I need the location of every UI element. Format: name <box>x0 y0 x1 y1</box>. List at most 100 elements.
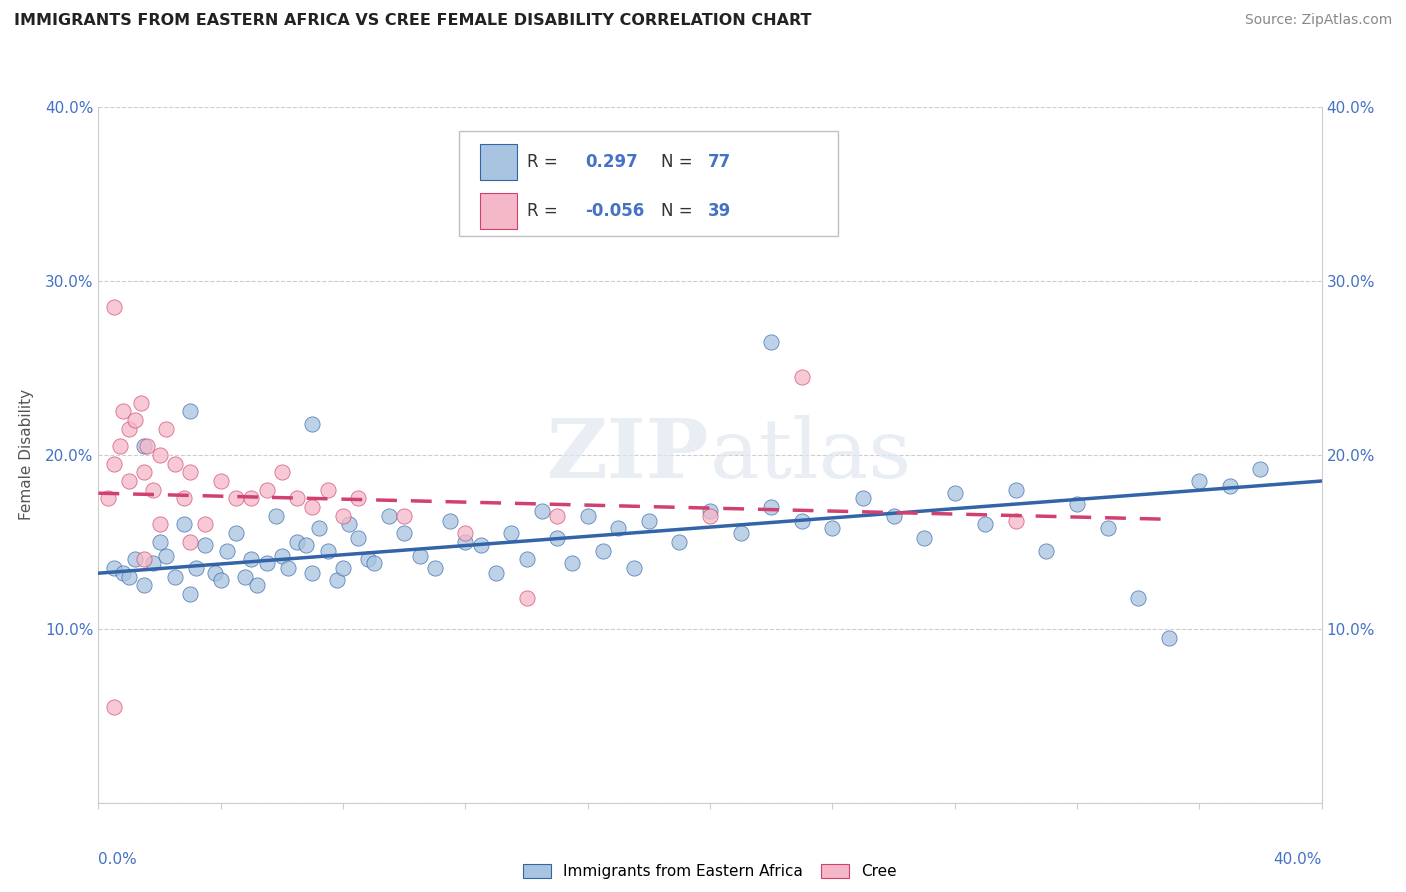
Point <box>256 556 278 570</box>
Point <box>638 514 661 528</box>
Point <box>118 570 141 584</box>
Point <box>215 543 238 558</box>
Point <box>285 491 308 506</box>
Point <box>883 508 905 523</box>
Point <box>149 534 172 549</box>
Point <box>179 587 201 601</box>
Point <box>225 526 247 541</box>
Point <box>485 566 508 581</box>
Point <box>134 578 156 592</box>
Point <box>1157 631 1180 645</box>
Point <box>1004 514 1026 528</box>
Point <box>136 439 159 453</box>
Point <box>1219 479 1241 493</box>
Text: N =: N = <box>661 153 697 171</box>
Point <box>295 538 318 552</box>
Point <box>134 552 156 566</box>
Point <box>209 573 232 587</box>
Point <box>129 395 152 409</box>
Point <box>347 532 370 546</box>
Point <box>163 570 186 584</box>
Point <box>194 538 217 552</box>
Point <box>111 404 134 418</box>
Text: -0.056: -0.056 <box>585 202 644 219</box>
Point <box>179 466 201 480</box>
Point <box>332 508 354 523</box>
Point <box>576 508 599 523</box>
Point <box>1097 521 1119 535</box>
Point <box>730 526 752 541</box>
Point <box>821 521 844 535</box>
Point <box>546 508 568 523</box>
Point <box>378 508 401 523</box>
Point <box>423 561 446 575</box>
Text: 0.0%: 0.0% <box>98 852 138 866</box>
Point <box>790 514 813 528</box>
Point <box>530 503 553 517</box>
Point <box>233 570 256 584</box>
Legend: Immigrants from Eastern Africa, Cree: Immigrants from Eastern Africa, Cree <box>517 858 903 886</box>
Point <box>408 549 430 563</box>
Point <box>454 526 477 541</box>
Point <box>1188 474 1211 488</box>
Point <box>607 521 630 535</box>
Point <box>301 417 323 431</box>
Text: ZIP: ZIP <box>547 415 710 495</box>
Point <box>270 549 294 563</box>
Point <box>546 532 568 546</box>
Point <box>392 526 416 541</box>
Point <box>316 543 339 558</box>
Point <box>699 503 721 517</box>
Point <box>103 300 125 314</box>
Point <box>142 556 165 570</box>
Text: atlas: atlas <box>710 415 912 495</box>
Point <box>118 474 141 488</box>
Point <box>326 573 349 587</box>
Text: 0.297: 0.297 <box>585 153 638 171</box>
Point <box>454 534 477 549</box>
FancyBboxPatch shape <box>479 144 517 180</box>
Point <box>285 534 308 549</box>
Point <box>240 491 263 506</box>
Point <box>347 491 370 506</box>
Point <box>264 508 287 523</box>
Point <box>592 543 614 558</box>
Point <box>668 534 690 549</box>
Point <box>142 483 165 497</box>
Point <box>149 448 172 462</box>
Point <box>103 457 125 471</box>
Point <box>1250 462 1272 476</box>
Point <box>392 508 416 523</box>
Point <box>97 491 120 506</box>
Point <box>103 700 125 714</box>
Point <box>111 566 134 581</box>
Point <box>439 514 461 528</box>
FancyBboxPatch shape <box>460 131 838 235</box>
Point <box>134 466 156 480</box>
Point <box>337 517 360 532</box>
Point <box>790 369 813 384</box>
Point <box>1035 543 1057 558</box>
Point <box>155 549 177 563</box>
Text: R =: R = <box>526 153 562 171</box>
Point <box>149 517 172 532</box>
Point <box>225 491 247 506</box>
Point <box>270 466 294 480</box>
Point <box>173 517 195 532</box>
Point <box>301 500 323 514</box>
Point <box>1066 497 1088 511</box>
Point <box>108 439 131 453</box>
Point <box>204 566 226 581</box>
Point <box>246 578 269 592</box>
Point <box>761 500 783 514</box>
Point <box>124 413 146 427</box>
Point <box>912 532 935 546</box>
Point <box>256 483 278 497</box>
Point <box>179 534 201 549</box>
Point <box>943 486 966 500</box>
FancyBboxPatch shape <box>479 193 517 229</box>
Point <box>363 556 385 570</box>
Point <box>356 552 378 566</box>
Point <box>277 561 299 575</box>
Text: R =: R = <box>526 202 562 219</box>
